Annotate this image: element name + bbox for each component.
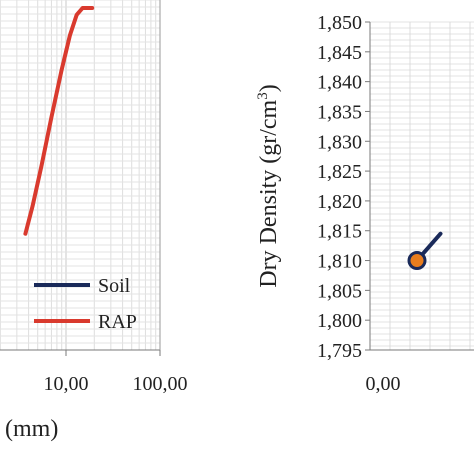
right-y-axis-label: Dry Density (gr/cm3) <box>255 84 282 287</box>
right-y-tick-label: 1,835 <box>317 101 362 123</box>
right-plot: 1,795 1,800 1,805 1,810 1,815 1,820 1,825 1,830… <box>255 12 474 395</box>
series-line-rap <box>23 6 95 236</box>
left-x-tick-label: 10,00 <box>44 373 89 395</box>
right-y-tick-label: 1,845 <box>317 42 362 64</box>
right-y-tick-label: 1,805 <box>317 280 362 302</box>
right-tick-labels: 1,795 1,800 1,805 1,810 1,815 1,820 1,825 1,830… <box>317 12 401 395</box>
right-y-tick-label: 1,820 <box>317 191 362 213</box>
right-plot-area <box>370 22 474 350</box>
right-y-tick-label: 1,840 <box>317 72 362 94</box>
left-x-tick-label: 100,00 <box>133 373 188 395</box>
right-y-tick-label: 1,850 <box>317 12 362 34</box>
right-y-tick-label: 1,825 <box>317 161 362 183</box>
left-series-group <box>23 6 95 236</box>
left-plot: 10,00 100,00 (mm) Soil RAP <box>0 0 188 442</box>
right-series-group <box>407 231 443 271</box>
legend-label-rap: RAP <box>98 311 137 333</box>
right-y-tick-label: 1,810 <box>317 251 362 273</box>
left-x-axis-label: (mm) <box>5 416 58 442</box>
legend-label-soil: Soil <box>98 275 131 297</box>
right-y-tick-label: 1,795 <box>317 340 362 362</box>
right-y-tick-label: 1,815 <box>317 221 362 243</box>
right-data-point <box>407 251 427 271</box>
right-y-tick-label: 1,800 <box>317 310 362 332</box>
right-x-tick-label: 0,00 <box>366 373 401 395</box>
left-legend: Soil RAP <box>34 275 137 333</box>
left-tick-labels: 10,00 100,00 <box>44 350 188 395</box>
right-gridlines <box>370 21 474 350</box>
right-y-tick-label: 1,830 <box>317 131 362 153</box>
